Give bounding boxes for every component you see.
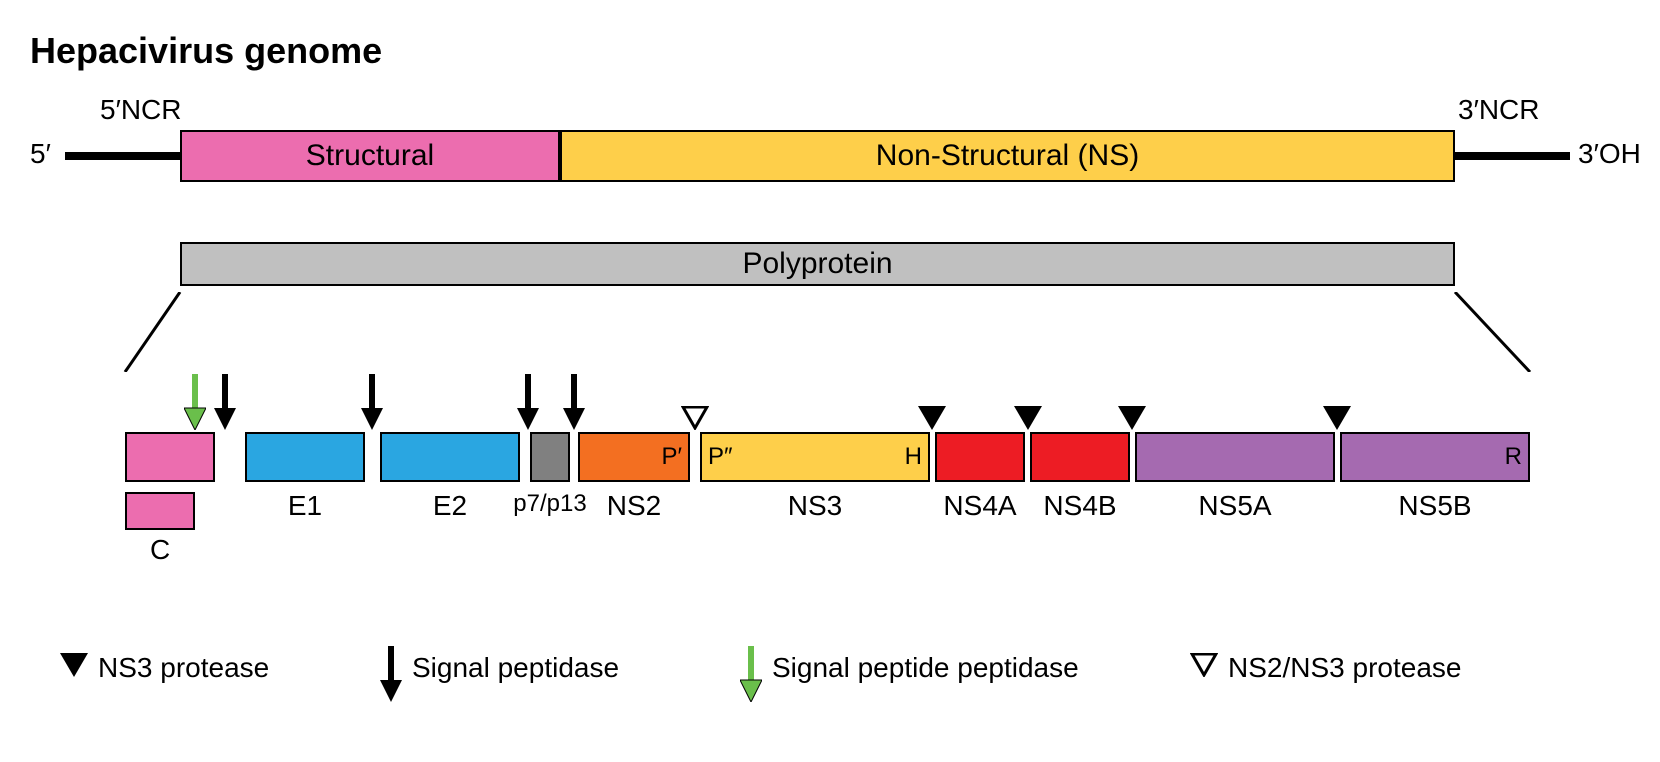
protein-NS4B [1030,432,1130,482]
label-NS4A: NS4A [935,490,1025,522]
legend-black-arrow: Signal peptidase [380,652,619,709]
protein-E1 [245,432,365,482]
protein-NS5A [1135,432,1335,482]
cleave-filled-tri [1014,406,1042,435]
label-NS2: NS2 [578,490,690,522]
protein-NS2: P′ [578,432,690,482]
label-NS4B: NS4B [1030,490,1130,522]
label-E1: E1 [245,490,365,522]
cleave-filled-tri [918,406,946,435]
protein-NS4A [935,432,1025,482]
label-NS5B: NS5B [1340,490,1530,522]
utr-3-line [1455,152,1570,160]
legend-green-arrow: Signal peptide peptidase [740,652,1079,709]
black-arrow-icon [380,646,402,709]
nonstructural-region: Non-Structural (NS) [560,130,1455,182]
label-NS3: NS3 [700,490,930,522]
proteins-row: E1E2p7/p13P′NS2P″HNS3NS4ANS4BNS5ARNS5BC [30,372,1630,592]
ncr-3-label: 3′NCR [1458,94,1539,126]
label-NS5A: NS5A [1135,490,1335,522]
polyprotein-row: Polyprotein [30,242,1630,292]
legend: NS3 protease Signal peptidase Signal pepti… [30,652,1630,732]
protein-Cprecursor [125,432,215,482]
cleave-filled-tri [1323,406,1351,435]
legend-filled-tri: NS3 protease [60,652,269,684]
five-prime-label: 5′ [30,138,51,170]
label-E2: E2 [380,490,520,522]
cleave-black-arrow [361,374,383,435]
cleave-open-tri [681,406,709,435]
ncr-5-label: 5′NCR [100,94,181,126]
protein-NS3: P″H [700,432,930,482]
structural-region: Structural [180,130,560,182]
polyprotein-box: Polyprotein [180,242,1455,286]
protein-p7p13 [530,432,570,482]
protein-C [125,492,195,530]
cleave-black-arrow [517,374,539,435]
cleave-filled-tri [1118,406,1146,435]
cleave-black-arrow [563,374,585,435]
cleave-green-arrow [184,374,206,435]
label-C: C [150,534,170,566]
protein-NS5B: R [1340,432,1530,482]
legend-open-tri: NS2/NS3 protease [1190,652,1461,684]
connectors [30,292,1630,372]
green-arrow-icon [740,646,762,709]
open-tri-icon [1190,652,1218,684]
diagram-title: Hepacivirus genome [30,30,1630,72]
three-prime-label: 3′OH [1578,138,1641,170]
filled-tri-icon [60,652,88,684]
cleave-black-arrow [214,374,236,435]
utr-5-line [65,152,180,160]
protein-E2 [380,432,520,482]
genome-row: 5′NCR 3′NCR 5′ 3′OH Structural Non-Struc… [30,102,1630,202]
